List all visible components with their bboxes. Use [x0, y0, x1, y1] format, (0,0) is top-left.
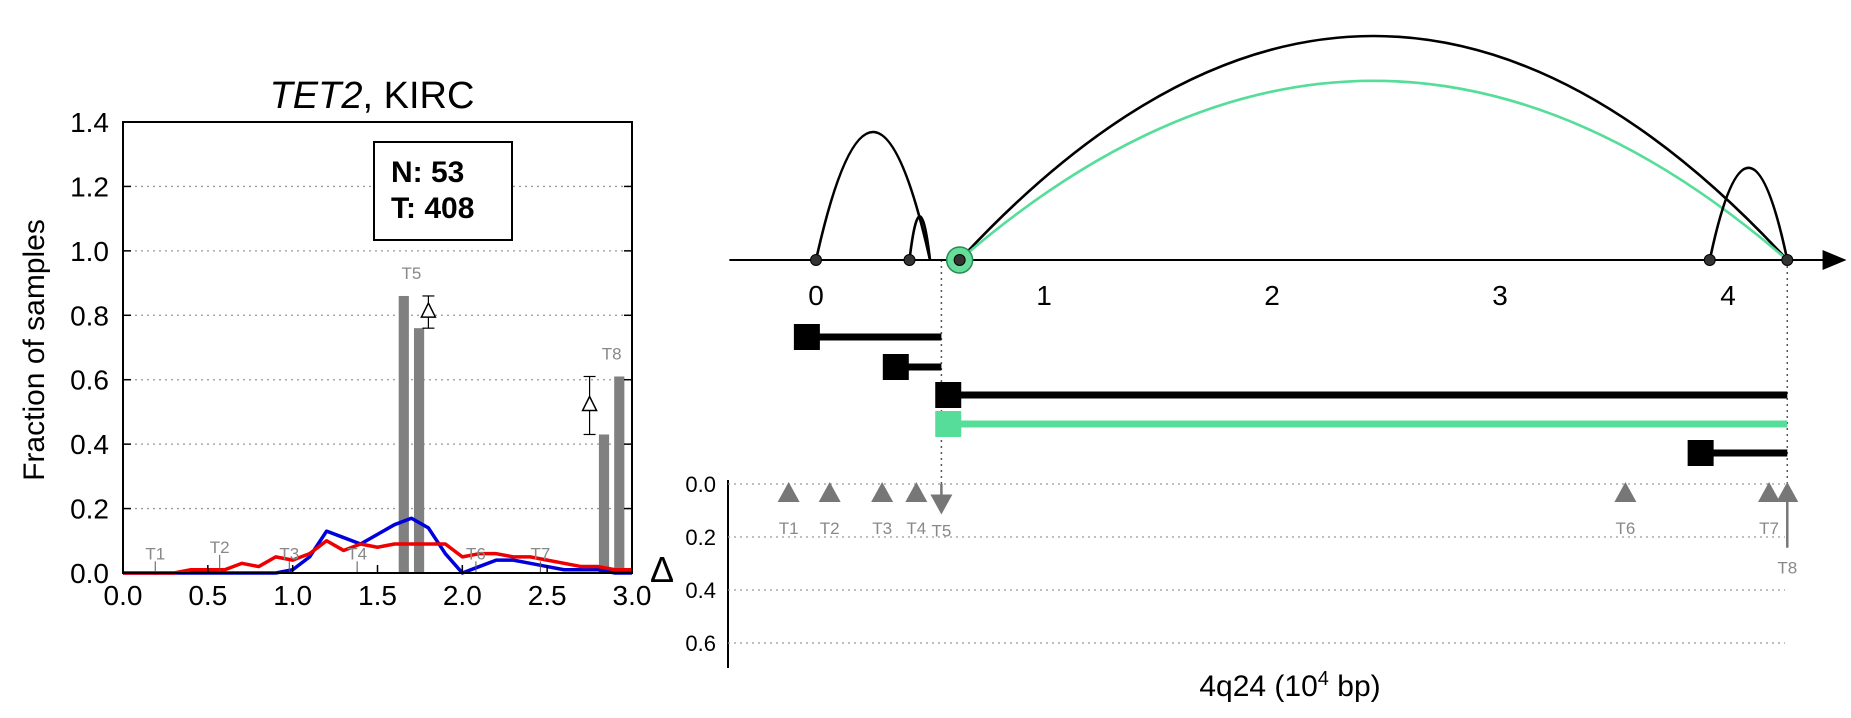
delta-marker-triangle: [905, 482, 928, 502]
right-axis-arrow: [1822, 250, 1847, 270]
left-x-tick-label: 1.0: [273, 580, 312, 611]
left-y-tick-label: 0.8: [70, 300, 109, 331]
delta-marker-label: T3: [872, 519, 892, 538]
right-arcs: [814, 34, 1789, 261]
delta-marker-triangle: [871, 482, 894, 502]
left-bar-label: T4: [347, 544, 367, 563]
left-x-tick-label: 1.5: [358, 580, 397, 611]
legend-t-count: T: 408: [391, 192, 474, 225]
right-transcript-start-box: [793, 324, 820, 350]
left-bar-label: T6: [466, 544, 486, 563]
right-axis: 0 1 2 3 4: [729, 250, 1847, 311]
left-y-tick-label: 0.4: [70, 429, 109, 460]
legend-n-count: N: 53: [391, 156, 464, 189]
delta-marker-label: T6: [1615, 519, 1635, 538]
delta-marker-label: T2: [820, 519, 840, 538]
left-x-tick-label: 2.5: [528, 580, 567, 611]
delta-marker-triangle: [818, 482, 841, 502]
right-junction-arc: [814, 130, 932, 261]
delta-panel: 0.0 0.2 0.4 0.6 T1 T2 T3 T4 T5 T6 T7 T8: [685, 472, 1799, 668]
left-y-tick-label: 0.0: [70, 558, 109, 589]
right-transcript-start-box: [882, 354, 909, 380]
left-x-tick-label: 3.0: [613, 580, 652, 611]
left-bar-label: T1: [145, 544, 165, 563]
left-delta-markers: [420, 295, 598, 436]
left-bars: [398, 295, 625, 573]
legend-box: [373, 141, 513, 241]
right-junction-arc: [908, 215, 932, 261]
right-axis-tick-label: 0: [808, 280, 824, 311]
left-grid: [123, 185, 632, 510]
delta-marker-triangle: [1776, 482, 1799, 502]
right-xlabel-sup: 4: [1318, 668, 1329, 690]
right-transcript-start-box: [935, 411, 962, 437]
right-junction-arc: [958, 34, 1789, 261]
right-transcripts: [793, 324, 1788, 466]
right-xlabel-suffix: bp): [1329, 670, 1381, 703]
right-junction-point: [903, 254, 916, 266]
right-junction-arc: [1708, 166, 1789, 261]
delta-axis-label: Δ: [650, 549, 674, 590]
left-y-tick-label: 0.6: [70, 365, 109, 396]
left-bar-label: T3: [279, 544, 299, 563]
delta-marker-triangle: [1758, 482, 1781, 502]
delta-marker-label: T4: [906, 519, 926, 538]
left-bar-label: T2: [210, 538, 230, 557]
left-delta-triangle: [420, 301, 437, 318]
delta-tick-label: 0.0: [685, 472, 716, 497]
delta-marker-label: T7: [1759, 519, 1779, 538]
left-title-gene: TET2: [270, 75, 363, 117]
right-axis-tick-label: 2: [1264, 280, 1280, 311]
left-bar-labels: T1 T2 T3 T4 T5 T6 T7 T8: [145, 264, 622, 573]
right-junction-point: [1703, 254, 1716, 266]
left-bar: [398, 295, 409, 573]
delta-marker-label: T8: [1777, 559, 1797, 578]
right-junction-point: [810, 254, 822, 266]
right-junction-arc: [958, 79, 1789, 261]
left-y-tick-label: 1.2: [70, 171, 109, 202]
delta-marker-triangle: [930, 494, 953, 515]
left-y-tick-label: 0.2: [70, 494, 109, 525]
right-axis-tick-label: 3: [1492, 280, 1508, 311]
left-y-tick-label: 1.0: [70, 236, 109, 267]
right-junction-point: [1781, 254, 1794, 266]
right-guides: [940, 260, 1789, 500]
delta-tick-label: 0.6: [685, 631, 716, 656]
delta-marker-label: T5: [931, 522, 951, 541]
left-bar: [614, 376, 625, 573]
right-axis-tick-label: 1: [1036, 280, 1052, 311]
delta-tick-label: 0.2: [685, 525, 716, 550]
left-delta-triangle: [581, 394, 598, 412]
left-x-tick-label: 0.5: [188, 580, 227, 611]
left-bar-label: T7: [530, 544, 550, 563]
left-bar: [413, 328, 425, 573]
right-axis-tick-label: 4: [1720, 280, 1736, 311]
left-y-tick-label: 1.4: [70, 107, 109, 138]
left-x-tick-label: 2.0: [443, 580, 482, 611]
delta-marker-label: T1: [779, 519, 799, 538]
right-junction-point: [953, 254, 966, 266]
left-title-rest: , KIRC: [363, 75, 475, 117]
left-ticks: 0.0 0.2 0.4 0.6 0.8 1.0 1.2 1.4 0.0 0.5 1.0 1.5 2.0 2…: [70, 107, 651, 611]
right-xlabel-prefix: 4q24 (10: [1199, 670, 1317, 703]
right-transcript-start-box: [935, 382, 962, 408]
left-chart-title: TET2, KIRC: [270, 75, 475, 117]
left-bar-label: T5: [402, 264, 422, 283]
left-y-axis-label: Fraction of samples: [18, 219, 51, 481]
right-transcript-start-box: [1687, 440, 1714, 466]
right-junction-points: [810, 246, 1794, 274]
left-bar: [598, 434, 610, 573]
left-bar-label: T8: [602, 345, 622, 364]
delta-marker-triangle: [1614, 482, 1637, 502]
left-x-tick-label: 0.0: [104, 580, 143, 611]
right-x-axis-label: 4q24 (104 bp): [1199, 668, 1380, 703]
delta-marker-triangle: [777, 482, 800, 502]
delta-tick-label: 0.4: [685, 578, 716, 603]
